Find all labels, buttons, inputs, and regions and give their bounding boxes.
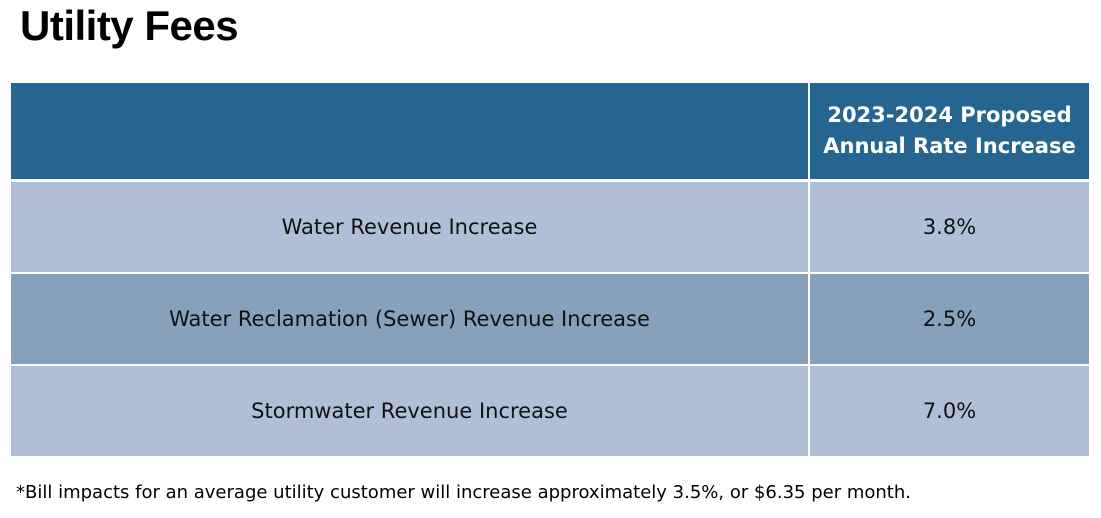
header-line-2: Annual Rate Increase <box>823 134 1076 158</box>
table-header-row: 2023-2024 Proposed Annual Rate Increase <box>11 83 1089 182</box>
row-label-water: Water Revenue Increase <box>11 179 809 273</box>
utility-rate-table: 2023-2024 Proposed Annual Rate Increase … <box>11 83 1089 456</box>
header-rate-increase-cell: 2023-2024 Proposed Annual Rate Increase <box>808 83 1089 182</box>
footnote: *Bill impacts for an average utility cus… <box>16 482 911 503</box>
row-label-stormwater: Stormwater Revenue Increase <box>11 364 809 456</box>
table-row-stormwater: Stormwater Revenue Increase 7.0% <box>11 364 1089 456</box>
table-row-sewer: Water Reclamation (Sewer) Revenue Increa… <box>11 272 1089 365</box>
row-value-stormwater: 7.0% <box>808 364 1089 456</box>
row-label-sewer: Water Reclamation (Sewer) Revenue Increa… <box>11 272 809 365</box>
page-title: Utility Fees <box>20 2 239 49</box>
row-value-water: 3.8% <box>808 179 1089 273</box>
table-row-water: Water Revenue Increase 3.8% <box>11 179 1089 273</box>
header-line-1: 2023-2024 Proposed <box>827 103 1072 127</box>
header-label-cell <box>11 83 809 182</box>
row-value-sewer: 2.5% <box>808 272 1089 365</box>
